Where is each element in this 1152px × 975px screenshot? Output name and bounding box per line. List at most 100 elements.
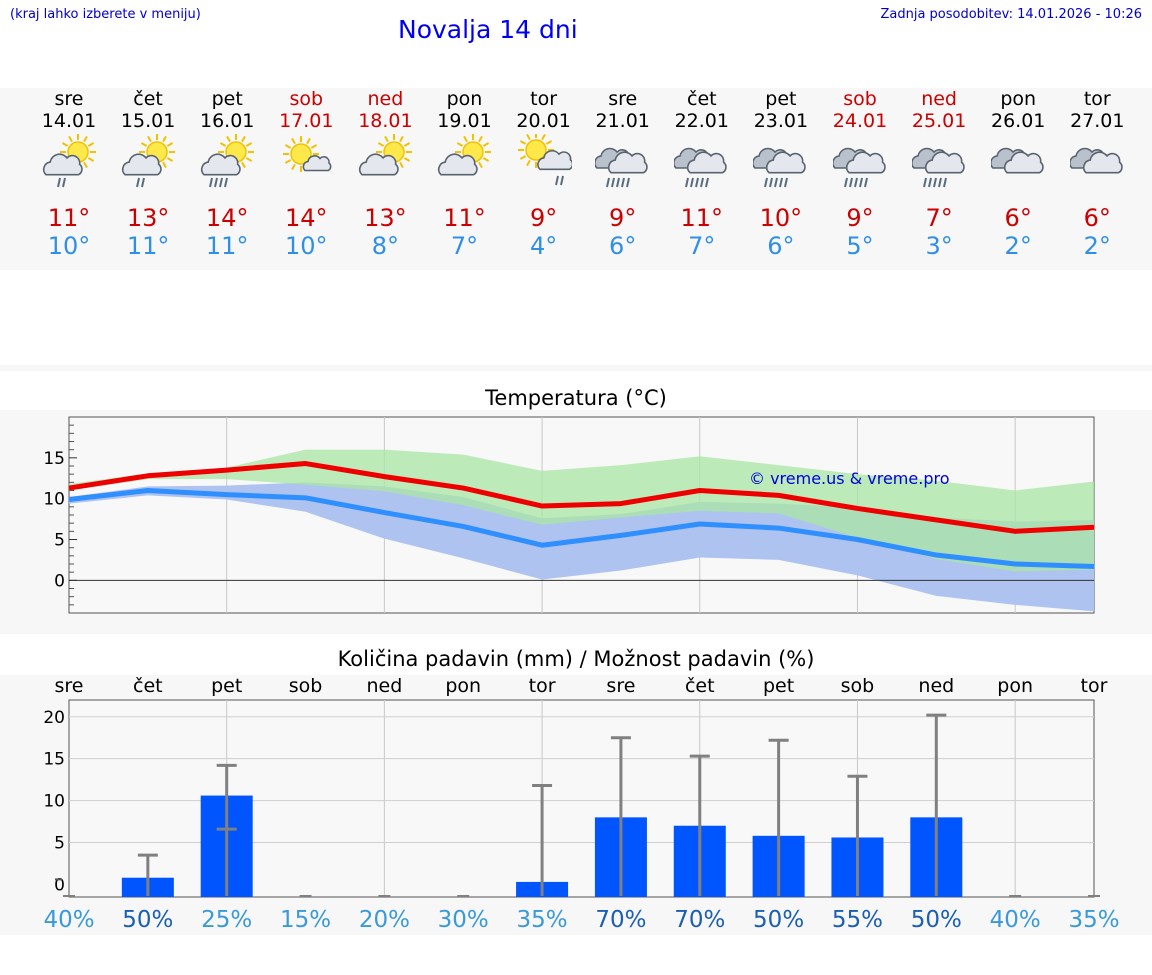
min-temperature: 8° [371, 232, 400, 260]
rain-drop [690, 177, 695, 188]
y-tick-label: 15 [43, 449, 65, 469]
watermark-text: © vreme.us & vreme.pro [749, 469, 950, 488]
precip-day-label: ned [366, 675, 402, 697]
day-date: 24.01 [832, 110, 888, 132]
precipitation-probability: 70% [674, 907, 725, 933]
max-temperature-point [226, 469, 228, 471]
sun-cloud-icon [437, 134, 491, 176]
precipitation-probability: 35% [517, 907, 568, 933]
day-column: tor 20.01 9° 4° [504, 88, 583, 260]
sun-ray [146, 135, 152, 143]
cloud-shape [1082, 151, 1123, 174]
rain-drop [843, 177, 848, 188]
max-temperature-point [699, 490, 701, 491]
day-name: pet [211, 88, 243, 110]
daily-forecast-strip: sre 14.01 11° 10° čet 15.01 13° 11° pet 16.01 14° 1… [0, 88, 1152, 268]
weather-icon [425, 132, 504, 204]
min-temperature-point [68, 498, 70, 500]
sun-ray [482, 142, 490, 147]
weather-icon [662, 132, 741, 204]
sun-ray [290, 137, 296, 145]
min-temperature: 2° [1004, 232, 1032, 260]
min-temperature: 11° [205, 232, 249, 260]
location-hint: (kraj lahko izberete v meniju) [10, 7, 201, 22]
precipitation-chart-title: Količina padavin (mm) / Možnost padavin … [337, 647, 815, 671]
cloud-rain-icon [753, 147, 807, 188]
day-column: tor 27.01 6° 2° [1058, 88, 1137, 260]
sun-ray [166, 157, 173, 162]
min-temperature-point [935, 554, 937, 556]
sun-ray [403, 157, 410, 162]
temperature-chart: 0 5 10 15 © vreme.us & vreme.pro [43, 416, 1095, 614]
day-name: tor [530, 88, 558, 110]
cloud-shape [687, 151, 728, 174]
precip-day-label: pet [763, 675, 794, 697]
max-temperature-point [541, 505, 543, 507]
precip-day-label: tor [1081, 675, 1108, 697]
cloud-shape [766, 151, 807, 174]
day-date: 26.01 [990, 110, 1046, 132]
rain-drop [764, 177, 769, 188]
day-column: čet 22.01 11° 7° [662, 88, 741, 260]
sun-small-cloud-icon [282, 136, 332, 172]
sun-ray [463, 135, 468, 143]
max-temperature: 11° [680, 204, 724, 232]
sun-ray [240, 161, 246, 169]
precip-day-label: pet [211, 675, 242, 697]
cloud-shape [608, 151, 648, 174]
rain-drop [560, 175, 565, 186]
precipitation-probability: 70% [595, 907, 646, 933]
sun-ray [166, 142, 173, 147]
sun-cloud-icon [358, 134, 412, 176]
cloud-rain-icon [674, 147, 728, 188]
rain-drop [61, 177, 66, 188]
sun-cloud-drizzle-icon [518, 134, 573, 186]
day-column: sre 21.01 9° 6° [583, 88, 662, 260]
precip-day-label: sre [55, 675, 84, 697]
min-temperature-point [226, 494, 228, 496]
sun-ray [284, 159, 291, 164]
rain-drop [56, 177, 61, 188]
precipitation-probability: 40% [43, 907, 94, 933]
max-temperature-point [462, 487, 464, 489]
day-name: pet [765, 88, 797, 110]
y-tick-label: 5 [54, 531, 65, 551]
precip-day-label: tor [529, 675, 556, 697]
rain-drop [774, 177, 779, 188]
cloud-shape [121, 153, 162, 176]
min-temperature-point [305, 497, 307, 499]
sun-cloud-rain-icon [200, 134, 254, 188]
day-column: čet 15.01 13° 11° [109, 88, 188, 260]
rain-drop [858, 177, 863, 188]
max-temperature: 13° [126, 204, 170, 232]
sun-ray [245, 157, 252, 162]
weather-icon [1058, 132, 1137, 204]
cloud-shape [437, 153, 478, 176]
weather-icon [741, 132, 820, 204]
min-temperature-point [699, 523, 701, 525]
rain-drop [135, 177, 140, 188]
sun-ray [284, 144, 291, 149]
max-temperature-point [305, 463, 307, 465]
sun-cloud-light-rain-icon [42, 134, 96, 188]
max-temperature: 6° [1083, 204, 1111, 232]
max-temperature: 9° [609, 204, 637, 232]
rain-drop [611, 177, 616, 188]
sun-cloud-icon [437, 134, 491, 176]
cloud-rain-icon [753, 147, 807, 188]
precipitation-probability: 35% [1068, 907, 1119, 933]
day-name: sre [608, 88, 638, 110]
rain-drop [685, 177, 690, 188]
sun-ray [310, 144, 317, 149]
day-column: ned 18.01 13° 8° [346, 88, 425, 260]
day-date: 16.01 [199, 110, 255, 132]
sun-ray [456, 142, 464, 147]
precipitation-probability: 30% [438, 907, 489, 933]
sun-ray [541, 134, 546, 141]
sun-ray [526, 134, 531, 141]
cloud-shape [200, 153, 241, 176]
y-tick-label: 5 [54, 834, 65, 854]
min-temperature-point [383, 512, 385, 514]
sun-ray [305, 137, 311, 145]
day-date: 14.01 [41, 110, 97, 132]
